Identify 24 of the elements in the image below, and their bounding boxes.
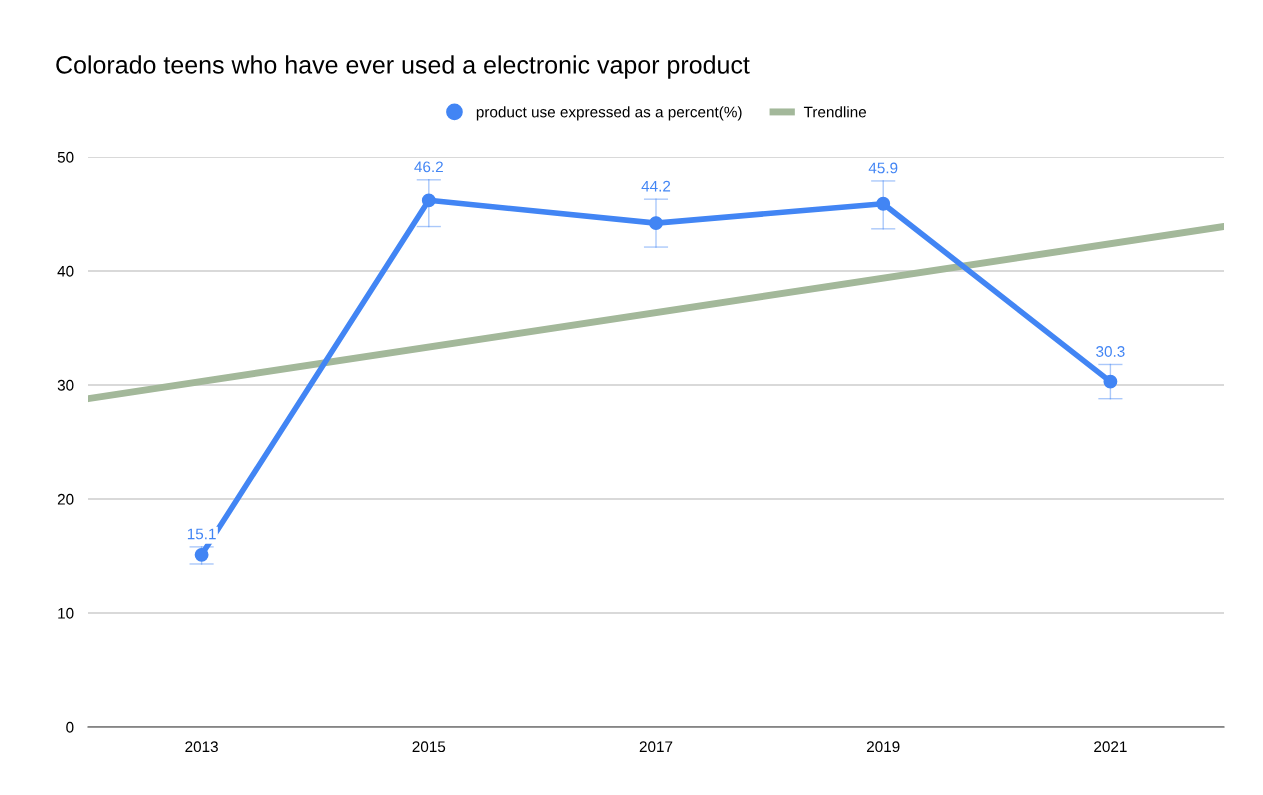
- data-label: 44.2: [641, 180, 671, 192]
- point: [649, 216, 663, 231]
- chart-title: Colorado teens who have ever used a electronic vapor product: [56, 55, 750, 79]
- y-tick-label: 10: [58, 607, 74, 619]
- y-tick-label: 20: [57, 493, 74, 505]
- data-label: 15.1: [187, 528, 216, 540]
- data-label: 30.3: [1096, 346, 1125, 357]
- x-tick-label: 2019: [866, 741, 900, 753]
- data-label: 46.2: [414, 161, 443, 173]
- x-tick-label: 2021: [1094, 741, 1127, 753]
- y-tick-label: 0: [66, 721, 74, 733]
- x-tick-label: 2013: [185, 741, 218, 753]
- data-label: 45.9: [868, 162, 898, 174]
- y-tick-label: 50: [57, 151, 74, 163]
- legend-label: Trendline: [803, 106, 867, 118]
- point: [194, 547, 209, 562]
- point: [1103, 374, 1118, 389]
- x-tick-label: 2017: [639, 741, 673, 753]
- y-tick-label: 40: [57, 265, 74, 277]
- point: [421, 193, 436, 208]
- y-tick-label: 30: [57, 379, 74, 391]
- x-tick-label: 2015: [412, 741, 446, 753]
- point: [876, 196, 891, 211]
- legend-label: product use expressed as a percent(%): [476, 106, 742, 121]
